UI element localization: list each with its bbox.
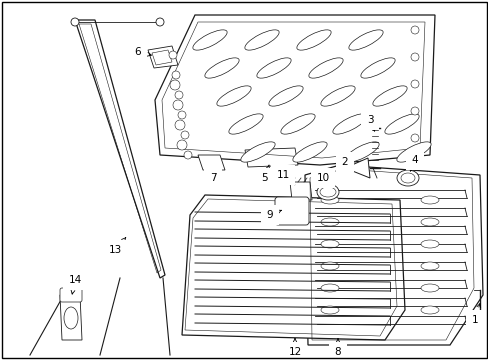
Circle shape <box>170 80 180 90</box>
Ellipse shape <box>216 86 251 106</box>
Circle shape <box>178 111 185 119</box>
Circle shape <box>183 151 192 159</box>
Ellipse shape <box>420 240 438 248</box>
Ellipse shape <box>316 184 338 200</box>
Text: 12: 12 <box>288 339 301 357</box>
Ellipse shape <box>320 262 338 270</box>
Text: 10: 10 <box>316 173 329 184</box>
Ellipse shape <box>320 284 338 292</box>
Circle shape <box>172 71 180 79</box>
FancyBboxPatch shape <box>274 197 308 225</box>
Polygon shape <box>152 50 172 65</box>
Ellipse shape <box>192 30 227 50</box>
Polygon shape <box>60 295 82 340</box>
Ellipse shape <box>396 170 418 186</box>
Polygon shape <box>182 195 404 340</box>
Ellipse shape <box>296 30 330 50</box>
Ellipse shape <box>400 173 414 183</box>
Ellipse shape <box>204 58 239 78</box>
Text: 13: 13 <box>108 238 125 255</box>
Text: 7: 7 <box>209 172 216 183</box>
Ellipse shape <box>320 240 338 248</box>
Ellipse shape <box>280 114 314 134</box>
Ellipse shape <box>344 142 378 162</box>
Circle shape <box>177 140 186 150</box>
Ellipse shape <box>348 30 383 50</box>
Polygon shape <box>305 165 482 345</box>
Ellipse shape <box>420 306 438 314</box>
Text: 1: 1 <box>471 303 480 325</box>
Polygon shape <box>198 155 224 170</box>
Polygon shape <box>345 158 369 178</box>
Ellipse shape <box>308 58 343 78</box>
Text: 11: 11 <box>276 170 294 185</box>
Ellipse shape <box>320 218 338 226</box>
Polygon shape <box>289 182 311 200</box>
Circle shape <box>410 53 418 61</box>
Ellipse shape <box>384 114 418 134</box>
Circle shape <box>410 134 418 142</box>
Ellipse shape <box>420 262 438 270</box>
Ellipse shape <box>320 306 338 314</box>
Ellipse shape <box>64 307 78 329</box>
Ellipse shape <box>420 284 438 292</box>
Ellipse shape <box>420 196 438 204</box>
Circle shape <box>175 120 184 130</box>
Circle shape <box>410 80 418 88</box>
Ellipse shape <box>420 218 438 226</box>
Circle shape <box>410 107 418 115</box>
Ellipse shape <box>372 86 407 106</box>
Polygon shape <box>155 15 434 165</box>
Text: 14: 14 <box>68 275 81 294</box>
Ellipse shape <box>268 86 303 106</box>
Circle shape <box>410 26 418 34</box>
Ellipse shape <box>360 58 394 78</box>
Ellipse shape <box>332 114 366 134</box>
Circle shape <box>175 91 183 99</box>
Ellipse shape <box>320 86 354 106</box>
Polygon shape <box>148 46 178 68</box>
Circle shape <box>173 100 183 110</box>
Ellipse shape <box>320 196 338 204</box>
Text: 3: 3 <box>366 115 374 131</box>
Ellipse shape <box>396 142 430 162</box>
Circle shape <box>181 131 189 139</box>
Ellipse shape <box>241 142 275 162</box>
Text: 4: 4 <box>409 155 417 171</box>
Text: 2: 2 <box>341 157 348 167</box>
Text: 8: 8 <box>334 339 341 357</box>
Polygon shape <box>75 20 164 278</box>
Polygon shape <box>244 148 297 167</box>
Text: 6: 6 <box>134 47 151 57</box>
Ellipse shape <box>228 114 263 134</box>
Text: 5: 5 <box>261 165 269 183</box>
Ellipse shape <box>319 187 335 197</box>
Circle shape <box>156 18 163 26</box>
Ellipse shape <box>256 58 290 78</box>
Circle shape <box>71 18 79 26</box>
Circle shape <box>169 51 177 59</box>
Text: 9: 9 <box>266 210 281 220</box>
FancyBboxPatch shape <box>60 288 82 302</box>
Ellipse shape <box>292 142 326 162</box>
Ellipse shape <box>244 30 279 50</box>
